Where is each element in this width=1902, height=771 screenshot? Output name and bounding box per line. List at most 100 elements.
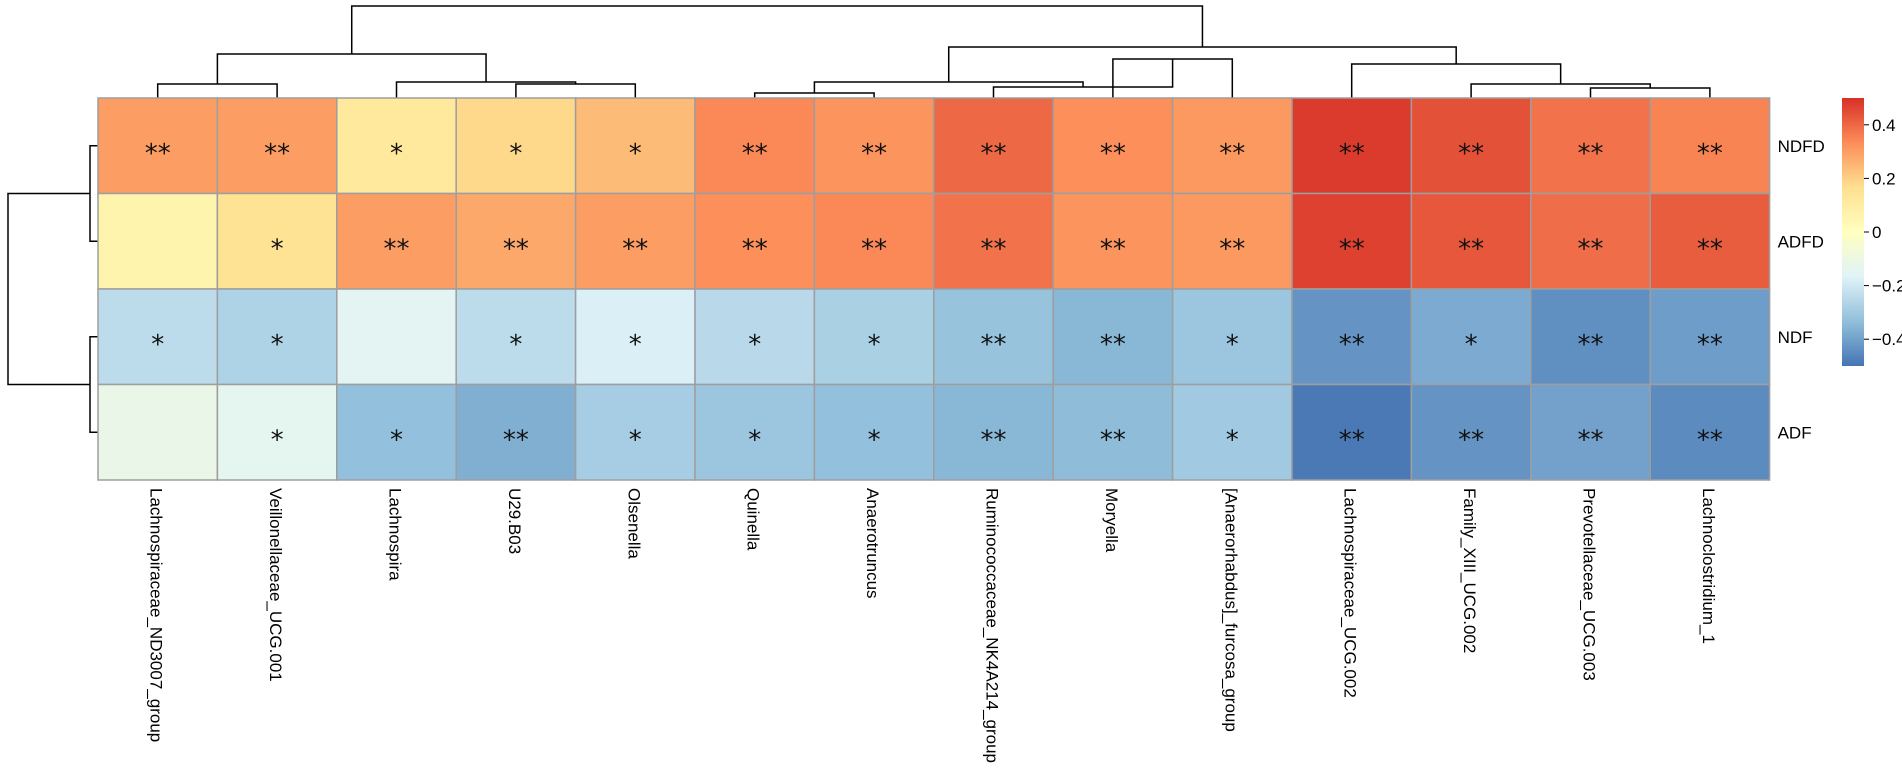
column-labels: Lachnospiraceae_ND3007_group Veillonellac… [147, 488, 1718, 763]
dendrogram-branch [216, 53, 487, 84]
dendrogram-branch [89, 145, 98, 242]
column-label: Anaerotruncus [863, 488, 882, 599]
heatmap-cell [1410, 97, 1532, 195]
column-label: Lachnospiraceae_UCG.002 [1341, 488, 1360, 698]
heatmap-cell [97, 192, 219, 290]
significance-label: * [390, 139, 403, 169]
significance-labels: ** ** * * * ** ** ** ** ** ** ** ** *** ** ** ** ** ** ** **… [145, 139, 1723, 456]
dendrogram-branch [1470, 83, 1651, 98]
legend-ticks: 0.4 0.2 0 −0.2 −0.4 [1864, 116, 1902, 349]
heatmap-cell [1649, 383, 1771, 481]
significance-label: ** [622, 234, 648, 264]
significance-label: ** [1697, 234, 1723, 264]
heatmap-cell [813, 383, 935, 481]
significance-label: ** [384, 234, 410, 264]
heatmap-cell [1530, 192, 1651, 290]
heatmap-cell [1291, 383, 1413, 481]
heatmap-cell [1530, 383, 1651, 481]
significance-label: * [271, 425, 284, 455]
significance-label: ** [1458, 234, 1484, 264]
heatmap-cell [1291, 97, 1413, 195]
heatmap-cell [813, 288, 935, 386]
significance-label: ** [1578, 330, 1604, 360]
heatmap-cell [1410, 383, 1532, 481]
heatmap-cell [216, 383, 338, 481]
dendrogram-branch [350, 5, 1204, 54]
heatmap-cell [336, 383, 457, 481]
dendrogram-branch [89, 336, 98, 433]
significance-label: * [151, 330, 164, 360]
heatmap-cell [933, 192, 1054, 290]
significance-label: ** [1100, 330, 1126, 360]
heatmap-cell [1649, 192, 1771, 290]
row-labels: NDFD ADFD NDF ADF [1778, 137, 1825, 443]
significance-label: ** [1100, 234, 1126, 264]
column-label: Olsenella [624, 488, 643, 559]
significance-label: ** [1578, 425, 1604, 455]
heatmap-cell [1052, 288, 1174, 386]
column-label: Ruminococcaceae_NK4A214_group [983, 488, 1002, 763]
heatmap-cell [694, 383, 816, 481]
column-dendrogram [156, 5, 1711, 98]
significance-label: ** [264, 139, 290, 169]
significance-label: ** [1100, 139, 1126, 169]
dendrogram-branch [515, 83, 637, 98]
column-label: Quinella [744, 488, 763, 551]
significance-label: ** [1697, 425, 1723, 455]
significance-label: * [1226, 425, 1239, 455]
heatmap-cell [933, 97, 1054, 195]
heatmap-cell [694, 288, 816, 386]
significance-label: ** [1339, 139, 1365, 169]
significance-label: * [509, 330, 522, 360]
dendrogram-branch [156, 83, 278, 98]
significance-label: ** [1578, 139, 1604, 169]
significance-label: ** [981, 425, 1007, 455]
column-label: U29.B03 [505, 488, 524, 554]
heatmap-cell [1410, 288, 1532, 386]
legend-color-bar [1842, 98, 1864, 366]
heatmap-cell [455, 383, 577, 481]
heatmap-cell [933, 288, 1054, 386]
heatmap-cell [455, 192, 577, 290]
heatmap-cell [1649, 288, 1771, 386]
column-label: Moryella [1102, 488, 1121, 553]
significance-label: * [748, 330, 761, 360]
significance-label: * [390, 425, 403, 455]
significance-label: ** [981, 234, 1007, 264]
significance-label: ** [742, 139, 768, 169]
dendrogram-branch [992, 59, 1174, 98]
heatmap-cell [1291, 192, 1413, 290]
row-label: ADFD [1778, 232, 1824, 251]
row-label: ADF [1778, 423, 1812, 442]
significance-label: ** [861, 234, 887, 264]
significance-label: ** [1697, 330, 1723, 360]
significance-label: * [1226, 330, 1239, 360]
legend-tick-label: 0.4 [1872, 116, 1896, 135]
significance-label: * [868, 425, 881, 455]
heatmap-cell [574, 288, 696, 386]
heatmap-cell [97, 288, 219, 386]
significance-label: ** [1458, 139, 1484, 169]
significance-label: ** [145, 139, 171, 169]
heatmap-cell [1171, 97, 1293, 195]
heatmap-cell [1530, 97, 1651, 195]
dendrogram-branch [1589, 87, 1711, 98]
row-label: NDFD [1778, 137, 1825, 156]
significance-label: * [1465, 330, 1478, 360]
dendrogram-branch [7, 192, 90, 386]
significance-label: ** [1339, 234, 1365, 264]
significance-label: ** [1578, 234, 1604, 264]
column-label: [Anaerorhabdus]_furcosa_group [1221, 488, 1240, 732]
significance-label: ** [1219, 139, 1245, 169]
significance-label: ** [981, 330, 1007, 360]
heatmap-cell [97, 383, 219, 481]
heatmap-cell [1171, 192, 1293, 290]
significance-label: * [629, 425, 642, 455]
heatmap-cell [574, 192, 696, 290]
legend-tick-label: −0.2 [1872, 277, 1902, 296]
significance-label: ** [742, 234, 768, 264]
heatmap-cell [813, 97, 935, 195]
heatmap-cell [694, 97, 816, 195]
dendrogram-branch [1350, 63, 1562, 98]
